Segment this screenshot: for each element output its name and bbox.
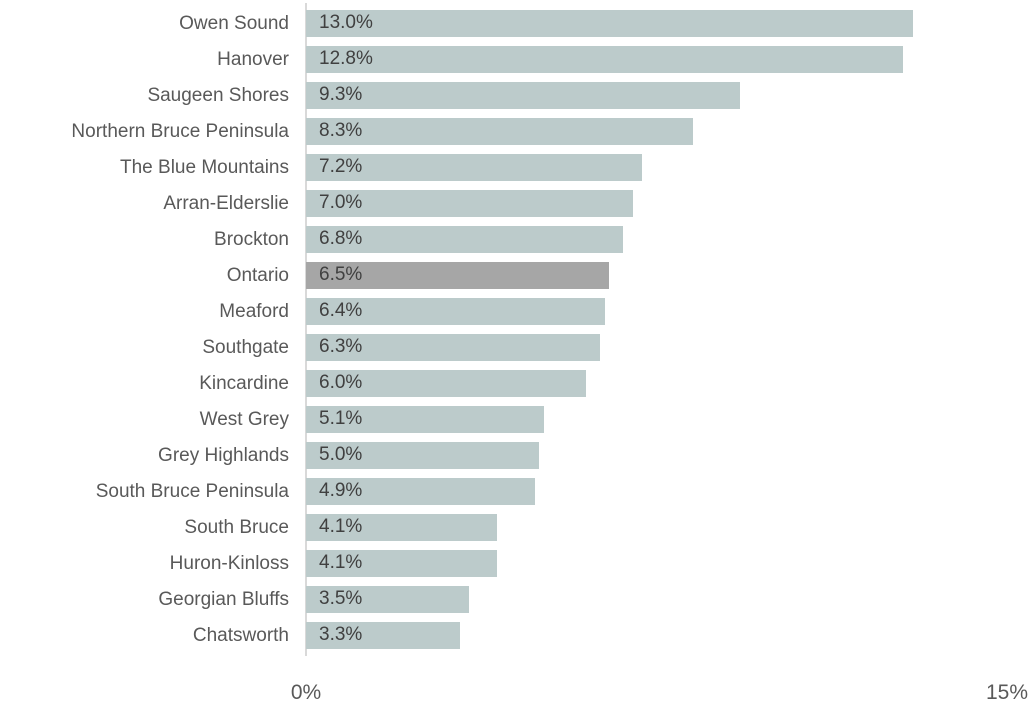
chart-rows: Owen Sound 13.0% Hanover 12.8% Saugeen Shore…	[0, 5, 1035, 653]
bar: 3.3%	[306, 621, 460, 649]
bar-row: South Bruce Peninsula 4.9%	[0, 473, 1035, 509]
value-label: 7.0%	[319, 192, 363, 213]
value-label: 9.3%	[319, 84, 363, 105]
value-label: 12.8%	[319, 48, 373, 69]
category-label: South Bruce Peninsula	[95, 480, 289, 502]
bar-track: 8.3%	[306, 117, 1006, 145]
y-axis-line	[305, 3, 307, 656]
category-label: Grey Highlands	[158, 444, 289, 466]
value-label: 3.5%	[319, 588, 363, 609]
bar-row: West Grey 5.1%	[0, 401, 1035, 437]
category-label: The Blue Mountains	[120, 156, 289, 178]
bar-row: Arran-Elderslie 7.0%	[0, 185, 1035, 221]
value-label: 4.1%	[319, 516, 363, 537]
value-label: 6.5%	[319, 264, 363, 285]
category-label: Northern Bruce Peninsula	[71, 120, 289, 142]
category-label: Kincardine	[199, 372, 289, 394]
bar-row: Hanover 12.8%	[0, 41, 1035, 77]
bar: 6.3%	[306, 333, 600, 361]
category-label: Huron-Kinloss	[169, 552, 289, 574]
bar-track: 6.5%	[306, 261, 1006, 289]
bar-row: Grey Highlands 5.0%	[0, 437, 1035, 473]
bar: 8.3%	[306, 117, 694, 145]
bar-row: Huron-Kinloss 4.1%	[0, 545, 1035, 581]
bar: 4.1%	[306, 549, 498, 577]
bar: 12.8%	[306, 45, 904, 73]
x-axis: 0% 15%	[0, 667, 1035, 705]
bar-row: Chatsworth 3.3%	[0, 617, 1035, 653]
bar: 4.9%	[306, 477, 535, 505]
category-label: Ontario	[226, 264, 289, 286]
value-label: 6.4%	[319, 300, 363, 321]
bar: 13.0%	[306, 9, 913, 37]
category-label: Meaford	[219, 300, 289, 322]
bar-track: 4.1%	[306, 513, 1006, 541]
bar-track: 7.2%	[306, 153, 1006, 181]
bar-track: 6.8%	[306, 225, 1006, 253]
category-label: Brockton	[214, 228, 289, 250]
value-label: 6.3%	[319, 336, 363, 357]
value-label: 4.9%	[319, 480, 363, 501]
category-label: Hanover	[217, 48, 289, 70]
value-label: 5.0%	[319, 444, 363, 465]
bar-track: 6.3%	[306, 333, 1006, 361]
value-label: 13.0%	[319, 12, 373, 33]
bar-track: 13.0%	[306, 9, 1006, 37]
bar: 5.0%	[306, 441, 540, 469]
category-label: Owen Sound	[179, 12, 289, 34]
bar-row: Ontario 6.5%	[0, 257, 1035, 293]
bar-track: 12.8%	[306, 45, 1006, 73]
category-label: Chatsworth	[192, 624, 289, 646]
value-label: 6.0%	[319, 372, 363, 393]
bar-track: 4.9%	[306, 477, 1006, 505]
bar: 7.0%	[306, 189, 633, 217]
value-label: 7.2%	[319, 156, 363, 177]
value-label: 4.1%	[319, 552, 363, 573]
bar-track: 5.1%	[306, 405, 1006, 433]
category-label: West Grey	[199, 408, 289, 430]
category-label: Arran-Elderslie	[163, 192, 289, 214]
bar: 6.0%	[306, 369, 586, 397]
category-label: Georgian Bluffs	[158, 588, 289, 610]
bar-highlighted: 6.5%	[306, 261, 610, 289]
bar-track: 6.4%	[306, 297, 1006, 325]
bar: 7.2%	[306, 153, 642, 181]
value-label: 6.8%	[319, 228, 363, 249]
bar: 9.3%	[306, 81, 740, 109]
bar-row: Owen Sound 13.0%	[0, 5, 1035, 41]
bar-row: The Blue Mountains 7.2%	[0, 149, 1035, 185]
x-axis-tick-min: 0%	[290, 681, 322, 704]
value-label: 5.1%	[319, 408, 363, 429]
bar-track: 9.3%	[306, 81, 1006, 109]
bar-row: Saugeen Shores 9.3%	[0, 77, 1035, 113]
category-label: Saugeen Shores	[147, 84, 289, 106]
value-label: 8.3%	[319, 120, 363, 141]
bar-row: South Bruce 4.1%	[0, 509, 1035, 545]
bar: 5.1%	[306, 405, 544, 433]
x-axis-tick-max: 15%	[985, 681, 1029, 704]
bar-row: Meaford 6.4%	[0, 293, 1035, 329]
bar-row: Kincardine 6.0%	[0, 365, 1035, 401]
category-label: South Bruce	[184, 516, 289, 538]
bar-track: 7.0%	[306, 189, 1006, 217]
category-label: Southgate	[202, 336, 289, 358]
bar: 3.5%	[306, 585, 470, 613]
bar-row: Georgian Bluffs 3.5%	[0, 581, 1035, 617]
value-label: 3.3%	[319, 624, 363, 645]
bar-track: 3.5%	[306, 585, 1006, 613]
bar-track: 5.0%	[306, 441, 1006, 469]
bar-row: Brockton 6.8%	[0, 221, 1035, 257]
bar-track: 4.1%	[306, 549, 1006, 577]
bar: 4.1%	[306, 513, 498, 541]
bar-track: 6.0%	[306, 369, 1006, 397]
bar: 6.4%	[306, 297, 605, 325]
bar-track: 3.3%	[306, 621, 1006, 649]
bar-row: Northern Bruce Peninsula 8.3%	[0, 113, 1035, 149]
bar-row: Southgate 6.3%	[0, 329, 1035, 365]
bar: 6.8%	[306, 225, 624, 253]
